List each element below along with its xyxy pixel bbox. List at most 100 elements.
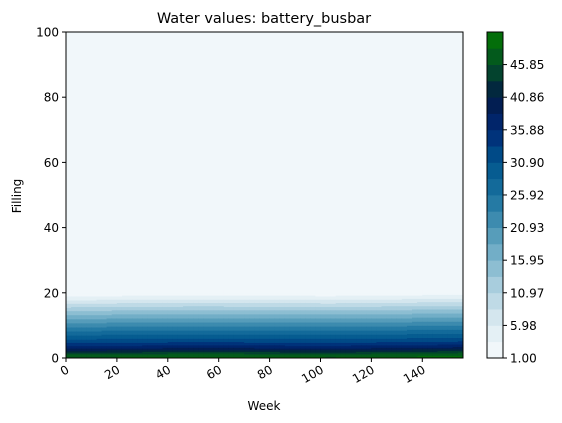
heatmap-cell xyxy=(249,293,255,295)
heatmap-cell xyxy=(132,307,138,309)
heatmap-cell xyxy=(162,298,169,300)
heatmap-cell xyxy=(223,352,230,354)
heatmap-cell xyxy=(244,351,250,353)
heatmap-cell xyxy=(315,291,321,294)
heatmap-cell xyxy=(264,311,270,313)
heatmap-cell xyxy=(86,312,92,314)
heatmap-cell xyxy=(259,291,265,294)
heatmap-cell xyxy=(269,291,276,294)
heatmap-cell xyxy=(274,340,281,343)
heatmap-cell xyxy=(213,343,220,345)
heatmap-cell xyxy=(264,334,270,336)
heatmap-cell xyxy=(76,318,82,321)
heatmap-cell xyxy=(177,334,184,336)
heatmap-cell xyxy=(284,349,291,352)
heatmap-cell xyxy=(96,333,103,335)
heatmap-cell xyxy=(193,297,199,299)
heatmap-cell xyxy=(335,319,342,321)
heatmap-cell xyxy=(325,316,332,318)
heatmap-cell xyxy=(345,308,352,310)
heatmap-cell xyxy=(193,310,199,312)
heatmap-cell xyxy=(244,309,250,311)
heatmap-cell xyxy=(177,347,184,349)
heatmap-cell xyxy=(320,352,326,354)
heatmap-cell xyxy=(310,349,316,352)
heatmap-cell xyxy=(137,348,143,350)
heatmap-cell xyxy=(351,292,357,295)
heatmap-cell xyxy=(259,320,265,322)
heatmap-cell xyxy=(81,323,87,325)
heatmap-cell xyxy=(213,328,220,330)
heatmap-cell xyxy=(264,328,270,330)
heatmap-cell xyxy=(193,337,199,339)
heatmap-cell xyxy=(106,334,113,336)
heatmap-cell xyxy=(111,300,118,302)
heatmap-cell xyxy=(86,340,92,342)
heatmap-cell xyxy=(356,298,362,300)
heatmap-cell xyxy=(295,290,301,292)
heatmap-cell xyxy=(310,318,316,320)
heatmap-cell xyxy=(172,291,179,293)
heatmap-cell xyxy=(218,344,225,346)
heatmap-cell xyxy=(228,313,235,315)
heatmap-cell xyxy=(325,340,332,343)
heatmap-cell xyxy=(91,330,97,332)
heatmap-cell xyxy=(147,353,153,356)
heatmap-cell xyxy=(300,315,306,317)
heatmap-cell xyxy=(233,309,240,312)
heatmap-cell xyxy=(193,340,199,342)
heatmap-cell xyxy=(228,297,235,299)
heatmap-cell xyxy=(223,318,230,320)
heatmap-cell xyxy=(259,356,265,358)
heatmap-cell xyxy=(91,345,97,347)
heatmap-cell xyxy=(81,314,87,317)
heatmap-cell xyxy=(208,338,214,340)
heatmap-cell xyxy=(315,330,321,332)
heatmap-cell xyxy=(335,335,342,337)
heatmap-cell xyxy=(203,317,209,319)
heatmap-cell xyxy=(106,349,113,352)
heatmap-cell xyxy=(233,291,240,293)
heatmap-cell xyxy=(101,291,108,294)
heatmap-cell xyxy=(127,344,133,347)
heatmap-cell xyxy=(244,332,250,334)
heatmap-cell xyxy=(279,331,286,334)
heatmap-cell xyxy=(86,323,92,325)
heatmap-cell xyxy=(81,310,87,312)
heatmap-cell xyxy=(289,349,296,351)
heatmap-cell xyxy=(147,309,153,311)
heatmap-cell xyxy=(81,327,87,329)
heatmap-cell xyxy=(315,311,321,313)
heatmap-cell xyxy=(152,322,159,324)
heatmap-cell xyxy=(106,314,113,317)
heatmap-cell xyxy=(315,321,321,323)
heatmap-cell xyxy=(147,336,153,338)
heatmap-cell xyxy=(325,333,332,335)
heatmap-cell xyxy=(249,353,255,355)
heatmap-cell xyxy=(330,341,337,343)
heatmap-cell xyxy=(76,304,82,306)
heatmap-cell xyxy=(193,347,199,349)
heatmap-cell xyxy=(295,295,301,297)
heatmap-cell xyxy=(305,299,311,301)
heatmap-cell xyxy=(116,356,123,358)
heatmap-cell xyxy=(198,340,204,343)
heatmap-cell xyxy=(228,325,235,327)
heatmap-cell xyxy=(147,347,153,349)
heatmap-cell xyxy=(142,353,148,356)
heatmap-cell xyxy=(239,296,245,299)
heatmap-cell xyxy=(269,295,276,297)
heatmap-cell xyxy=(315,329,321,331)
heatmap-cell xyxy=(249,353,255,356)
heatmap-cell xyxy=(121,340,128,343)
heatmap-cell xyxy=(345,322,352,324)
heatmap-cell xyxy=(228,322,235,324)
heatmap-cell xyxy=(254,321,260,323)
heatmap-cell xyxy=(305,327,311,330)
heatmap-cell xyxy=(244,303,250,305)
heatmap-cell xyxy=(66,325,72,327)
heatmap-cell xyxy=(76,312,82,314)
heatmap-cell xyxy=(121,349,128,352)
heatmap-cell xyxy=(284,296,291,299)
heatmap-cell xyxy=(330,301,337,303)
